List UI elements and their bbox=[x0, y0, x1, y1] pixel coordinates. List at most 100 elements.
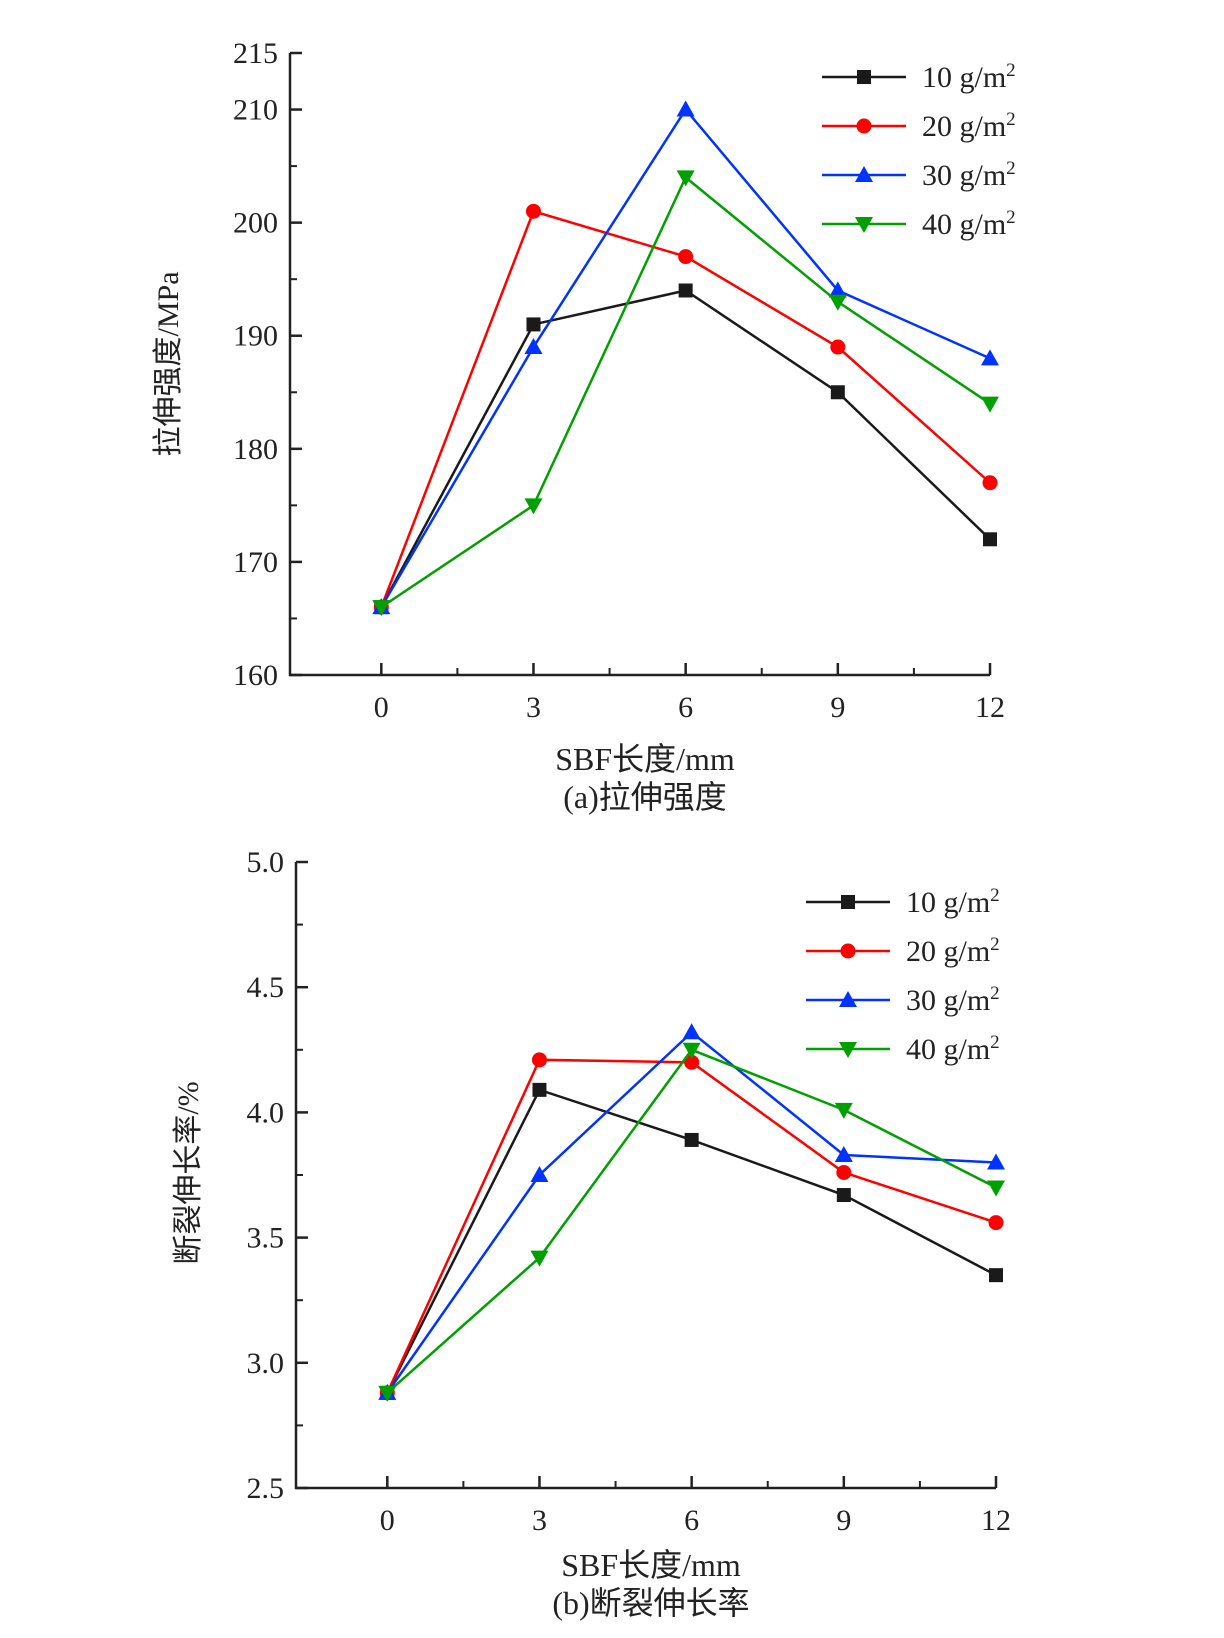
legend-label: 30 g/m2 bbox=[906, 983, 1000, 1017]
legend-item: 40 g/m2 bbox=[806, 1032, 1000, 1066]
figure-caption: (a)拉伸强度 bbox=[563, 779, 727, 815]
legend-label: 30 g/m2 bbox=[922, 158, 1016, 192]
y-tick-label: 170 bbox=[233, 546, 278, 579]
legend-label: 10 g/m2 bbox=[906, 885, 1000, 919]
y-tick-label: 3.0 bbox=[247, 1347, 285, 1380]
axes-b bbox=[294, 862, 996, 1490]
x-tick-label: 12 bbox=[981, 1504, 1011, 1537]
data-point bbox=[532, 1082, 547, 1097]
data-point bbox=[987, 1180, 1005, 1197]
data-point bbox=[981, 349, 999, 366]
data-point bbox=[684, 1132, 699, 1147]
x-axis-label: SBF长度/mm bbox=[561, 1547, 741, 1583]
data-point bbox=[830, 385, 845, 400]
legend-item: 30 g/m2 bbox=[806, 983, 1000, 1017]
data-point bbox=[526, 317, 541, 332]
y-axis-label: 断裂伸长率/% bbox=[172, 1081, 205, 1264]
y-tick-label: 180 bbox=[233, 433, 278, 466]
series-30-g-m2 bbox=[372, 100, 999, 615]
data-point bbox=[524, 338, 543, 355]
data-point bbox=[828, 281, 847, 298]
legend-a: 10 g/m2 20 g/m2 30 g/m2 40 g/m2 bbox=[822, 60, 1016, 241]
legend-marker bbox=[856, 118, 872, 134]
data-point bbox=[378, 1385, 397, 1402]
legend-label: 10 g/m2 bbox=[922, 60, 1016, 94]
data-point bbox=[524, 498, 543, 515]
legend-item: 20 g/m2 bbox=[806, 934, 1000, 968]
data-point bbox=[989, 1268, 1003, 1283]
series-20-g-m2 bbox=[379, 1052, 1004, 1401]
data-point bbox=[682, 1042, 701, 1059]
legend-item: 10 g/m2 bbox=[806, 885, 1000, 919]
series-line bbox=[380, 175, 991, 609]
legend-marker bbox=[839, 991, 857, 1007]
data-point bbox=[836, 1188, 851, 1203]
series-30-g-m2 bbox=[378, 1023, 1005, 1400]
y-tick-label: 210 bbox=[233, 94, 278, 127]
y-tick-label: 215 bbox=[233, 37, 278, 70]
y-tick-label: 4.0 bbox=[247, 1096, 285, 1129]
y-tick-label: 190 bbox=[233, 320, 278, 353]
legend-label: 20 g/m2 bbox=[906, 934, 1000, 968]
data-point bbox=[682, 1023, 701, 1040]
data-point bbox=[531, 1052, 547, 1068]
series-40-g-m2 bbox=[378, 1042, 1005, 1402]
y-tick-label: 200 bbox=[233, 207, 278, 240]
legend-b: 10 g/m2 20 g/m2 30 g/m2 40 g/m2 bbox=[806, 885, 1000, 1066]
legend-marker bbox=[855, 166, 873, 182]
y-tick-label: 5.0 bbox=[247, 846, 285, 879]
legend-item: 20 g/m2 bbox=[822, 109, 1016, 143]
data-point bbox=[684, 1054, 700, 1070]
series-20-g-m2 bbox=[373, 203, 998, 615]
y-tick-label: 160 bbox=[233, 659, 278, 692]
data-point bbox=[830, 339, 846, 355]
y-tick-label: 3.5 bbox=[247, 1222, 285, 1255]
data-point bbox=[987, 1153, 1005, 1170]
data-point bbox=[676, 100, 695, 117]
x-tick-label: 9 bbox=[836, 1504, 851, 1537]
figure-caption: (b)断裂伸长率 bbox=[552, 1585, 749, 1621]
x-tick-label: 0 bbox=[380, 1504, 395, 1537]
data-point bbox=[836, 1164, 852, 1180]
data-point bbox=[530, 1250, 549, 1267]
legend-label: 40 g/m2 bbox=[906, 1032, 1000, 1066]
legend-label: 40 g/m2 bbox=[922, 207, 1016, 241]
x-tick-label: 3 bbox=[526, 691, 541, 724]
chart-a: 160 170 180 190 200 210 215 0 3 6 9 12 SBF长度/mm(a)拉伸… bbox=[152, 37, 1016, 815]
data-point bbox=[828, 294, 847, 311]
legend-marker bbox=[840, 943, 856, 959]
legend-marker bbox=[841, 895, 855, 909]
data-point bbox=[530, 1166, 549, 1182]
x-tick-label: 12 bbox=[975, 691, 1005, 724]
series-line bbox=[386, 1048, 997, 1394]
data-point bbox=[372, 600, 391, 617]
x-tick-label: 6 bbox=[678, 691, 693, 724]
x-tick-label: 3 bbox=[532, 1504, 547, 1537]
chart-b: 2.5 3.0 3.5 4.0 4.5 5.0 0 3 6 9 12 SBF长度/mm(b)断裂伸长率… bbox=[172, 846, 1011, 1621]
data-point bbox=[678, 249, 694, 265]
data-point bbox=[982, 475, 998, 491]
y-axis-label: 拉伸强度/MPa bbox=[152, 271, 185, 456]
data-point bbox=[678, 283, 693, 298]
series-40-g-m2 bbox=[372, 170, 999, 617]
data-point bbox=[676, 170, 695, 187]
legend-item: 10 g/m2 bbox=[822, 60, 1016, 94]
x-tick-label: 0 bbox=[374, 691, 389, 724]
x-tick-label: 6 bbox=[684, 1504, 699, 1537]
y-tick-label: 4.5 bbox=[247, 971, 285, 1004]
legend-label: 20 g/m2 bbox=[922, 109, 1016, 143]
data-point bbox=[988, 1215, 1004, 1231]
legend-marker bbox=[839, 1042, 857, 1058]
data-point bbox=[981, 396, 999, 413]
data-point bbox=[834, 1102, 853, 1119]
legend-item: 30 g/m2 bbox=[822, 158, 1016, 192]
legend-item: 40 g/m2 bbox=[822, 207, 1016, 241]
series-10-g-m2 bbox=[374, 283, 997, 615]
legend-marker bbox=[857, 70, 871, 84]
y-tick-label: 2.5 bbox=[247, 1472, 285, 1505]
legend-marker bbox=[855, 217, 873, 233]
data-point bbox=[834, 1145, 853, 1162]
data-point bbox=[983, 532, 997, 547]
series-line bbox=[380, 209, 991, 608]
